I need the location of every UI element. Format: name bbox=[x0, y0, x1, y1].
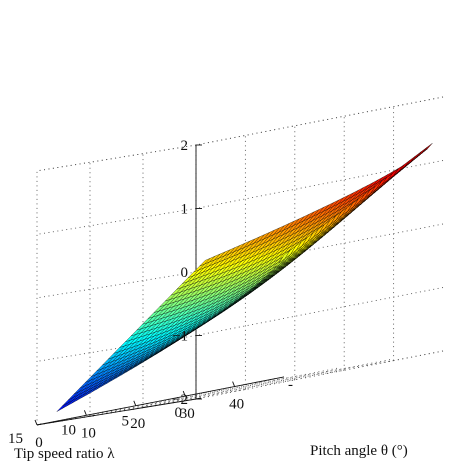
floor-grid-line bbox=[135, 379, 295, 407]
x-tick-label: 10 bbox=[81, 425, 96, 441]
surface-cell bbox=[404, 155, 416, 167]
x-tick-mark bbox=[182, 390, 186, 397]
x-tick-label: 0 bbox=[35, 435, 43, 451]
floor-grid-line bbox=[86, 388, 246, 416]
y-tick-mark bbox=[36, 423, 43, 426]
y-tick-label: 0 bbox=[175, 405, 183, 421]
surface-cell bbox=[393, 164, 405, 176]
side-wall-grid-line bbox=[36, 144, 197, 172]
surface-cell bbox=[56, 403, 68, 412]
x-axis-line bbox=[36, 376, 285, 426]
z-tick-label: −2 bbox=[172, 392, 188, 408]
box-edge bbox=[195, 96, 444, 146]
y-tick-label: 15 bbox=[8, 431, 23, 447]
box-edge bbox=[36, 144, 197, 172]
surface-cell bbox=[410, 151, 422, 163]
back-wall-grid-line bbox=[195, 160, 444, 209]
x-tick-mark bbox=[133, 400, 137, 406]
y-tick-label: 5 bbox=[122, 414, 130, 430]
side-wall-grid-line bbox=[36, 208, 197, 235]
y-axis-title: Tip speed ratio λ bbox=[14, 446, 115, 462]
z-tick-label: 2 bbox=[181, 138, 189, 154]
y-tick-mark bbox=[142, 406, 149, 409]
x-axis-title: Pitch angle θ (°) bbox=[310, 443, 408, 459]
y-tick-mark bbox=[89, 414, 96, 417]
y-tick-label: 10 bbox=[61, 422, 76, 438]
x-tick-mark bbox=[232, 381, 236, 387]
z-tick-label: −1 bbox=[172, 329, 188, 345]
surface-cell bbox=[398, 160, 410, 172]
surface-cell bbox=[415, 147, 427, 158]
floor-grid-line bbox=[195, 350, 444, 400]
surface-mesh bbox=[56, 143, 433, 412]
floor-grid-line bbox=[185, 369, 345, 397]
y-tick-mark bbox=[195, 397, 202, 400]
y-axis-line bbox=[36, 398, 197, 426]
back-wall-grid-line bbox=[195, 96, 444, 146]
x-tick-label: 30 bbox=[180, 406, 195, 422]
z-tick-label: 0 bbox=[181, 265, 189, 281]
x-tick-label-overflow: - bbox=[288, 377, 293, 393]
x-tick-label: 40 bbox=[229, 397, 244, 413]
x-tick-mark bbox=[34, 419, 38, 426]
floor-grid-line bbox=[234, 360, 394, 388]
x-tick-mark bbox=[83, 410, 87, 416]
z-tick-label: 1 bbox=[181, 202, 189, 218]
back-wall-grid-line bbox=[195, 350, 444, 400]
x-tick-label: 20 bbox=[130, 416, 145, 432]
